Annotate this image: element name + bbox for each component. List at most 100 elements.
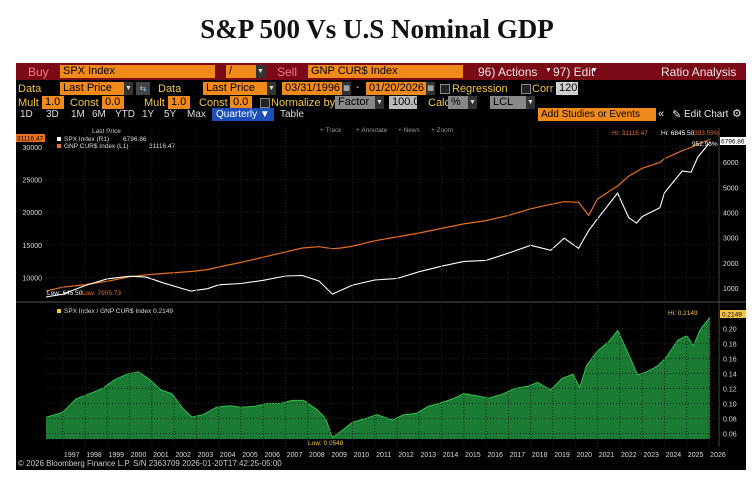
x-tick-label: 2024 [666,452,682,459]
const-input-2[interactable]: 0.0 [230,96,252,109]
upper-hi-label: Hi: 31116.47 [612,130,648,137]
gdp-line [45,138,711,292]
collapse-icon[interactable]: « [658,108,665,120]
mult-input-2[interactable]: 1.0 [168,96,190,109]
range-tab-6m[interactable]: 6M [92,109,106,120]
regression-checkbox[interactable] [440,84,450,94]
range-tab-1y[interactable]: 1Y [142,109,155,120]
x-tick-label: 2001 [153,452,169,459]
x-tick-label: 2008 [309,452,325,459]
lower-right-tick-label: 0.10 [723,401,737,408]
chart-tool-news: + News [398,127,421,134]
factor-input[interactable]: 100.0 [389,96,417,109]
range-tab-5y[interactable]: 5Y [164,109,177,120]
period-select[interactable]: Quarterly ▼ [212,108,274,121]
mult-label-1: Mult [18,97,39,109]
right-tick-label: 4000 [723,211,739,218]
calc-label: Calc [428,97,451,109]
legend-gdp-label: GNP CUR$ Index (L1) [64,143,129,150]
lcl-select[interactable]: LCL [490,96,526,109]
corr-input[interactable]: 120 [556,82,578,95]
x-tick-label: 1998 [86,452,102,459]
data-select-2[interactable]: Last Price [203,82,267,95]
data-label-2: Data [158,83,182,95]
range-tab-3d[interactable]: 3D [46,109,59,120]
legend-swatch-spx [57,137,61,141]
calc-dropdown[interactable]: ▼ [468,96,477,109]
mult-input-1[interactable]: 1.0 [42,96,64,109]
range-tab-max[interactable]: Max [187,109,206,120]
const-label-2: Const [199,97,228,109]
swap-icon[interactable]: ⇆ [136,82,150,95]
actions-menu[interactable]: 96) Actions [478,65,538,79]
data-label-1: Data [18,83,42,95]
lower-right-tick-label: 0.18 [723,341,737,348]
const-input-1[interactable]: 0.0 [102,96,124,109]
end-date-input[interactable]: 01/20/2026 [366,82,426,95]
calc-select[interactable]: % [448,96,468,109]
footer-copyright: © 2026 Bloomberg Finance L.P. S/N 236370… [18,459,282,468]
x-tick-label: 2019 [554,452,570,459]
x-tick-label: 2003 [198,452,214,459]
upper-low2-label: Low: 7905.73 [82,290,121,297]
x-tick-label: 2007 [287,452,303,459]
x-tick-label: 1997 [64,452,80,459]
chart-tool-annotate: + Annotate [356,127,388,134]
right-tick-label: 5000 [723,185,739,192]
x-tick-label: 2021 [599,452,615,459]
table-tab[interactable]: Table [280,109,304,120]
normalize-checkbox[interactable] [260,98,270,108]
operator-dropdown[interactable]: ▼ [256,65,265,78]
data-select-1[interactable]: Last Price [60,82,124,95]
legend-gdp-value: 31116.47 [149,143,176,150]
range-tab-1d[interactable]: 1D [20,109,33,120]
gear-icon[interactable]: ⚙ [732,108,742,120]
chart-area: 10000 15000 20000 25000 30000 1000 2000 3000 400… [16,127,746,459]
lower-last-tag: 0.2149 [722,312,742,319]
x-tick-label: 2009 [331,452,347,459]
left-tick-label: 30000 [23,145,43,152]
right-tick-label: 1000 [723,286,739,293]
lower-right-tick-label: 0.16 [723,356,737,363]
bloomberg-terminal: Buy SPX Index / ▼ Sell GNP CUR$ Index 96… [16,63,746,470]
mult-label-2: Mult [144,97,165,109]
x-tick-label: 2013 [420,452,436,459]
right-tick-label: 6000 [723,160,739,167]
start-date-input[interactable]: 03/31/1996 [282,82,342,95]
left-tick-label: 25000 [23,177,43,184]
end-calendar-icon[interactable]: ▦ [426,82,435,95]
x-tick-label: 2002 [175,452,191,459]
range-tab-ytd[interactable]: YTD [115,109,135,120]
x-tick-label: 2014 [443,452,459,459]
x-tick-label: 2020 [576,452,592,459]
factor-dropdown[interactable]: ▼ [375,96,384,109]
x-tick-label: 2004 [220,452,236,459]
add-studies-input[interactable]: Add Studies or Events [538,108,656,121]
lower-right-tick-label: 0.12 [723,386,737,393]
date-separator: - [356,82,360,93]
security2-input[interactable]: GNP CUR$ Index [308,65,463,78]
start-calendar-icon[interactable]: ▦ [342,82,351,95]
edit-menu[interactable]: 97) Edit [553,65,595,79]
left-last-tag-bg [16,134,45,142]
page-title: S&P 500 Vs U.S Nominal GDP [200,14,554,44]
left-last-tag: 31116.47 [17,136,44,143]
corr-checkbox[interactable] [521,84,531,94]
factor-select[interactable]: Factor [335,96,375,109]
operator-input[interactable]: / [226,65,256,78]
left-tick-label: 10000 [23,275,43,282]
data-select-1-dropdown[interactable]: ▼ [124,82,133,95]
lower-right-tick-label: 0.20 [723,326,737,333]
edit-chart-button[interactable]: Edit Chart [684,109,729,120]
range-tab-1m[interactable]: 1M [71,109,85,120]
x-tick-label: 1999 [108,452,124,459]
data-select-2-dropdown[interactable]: ▼ [267,82,276,95]
lcl-dropdown[interactable]: ▼ [526,96,535,109]
upper-low-label: Low: 645.50 [47,290,83,297]
legend-spx-label: SPX Index (R1) [64,136,109,143]
security1-input[interactable]: SPX Index [60,65,215,78]
chart-tool-zoom: + Zoom [431,127,453,134]
upper-hi2-label: Hi: 6845.50 [661,130,695,137]
sell-label: Sell [277,65,298,79]
right-last-tag: 6796.86 [721,139,745,146]
